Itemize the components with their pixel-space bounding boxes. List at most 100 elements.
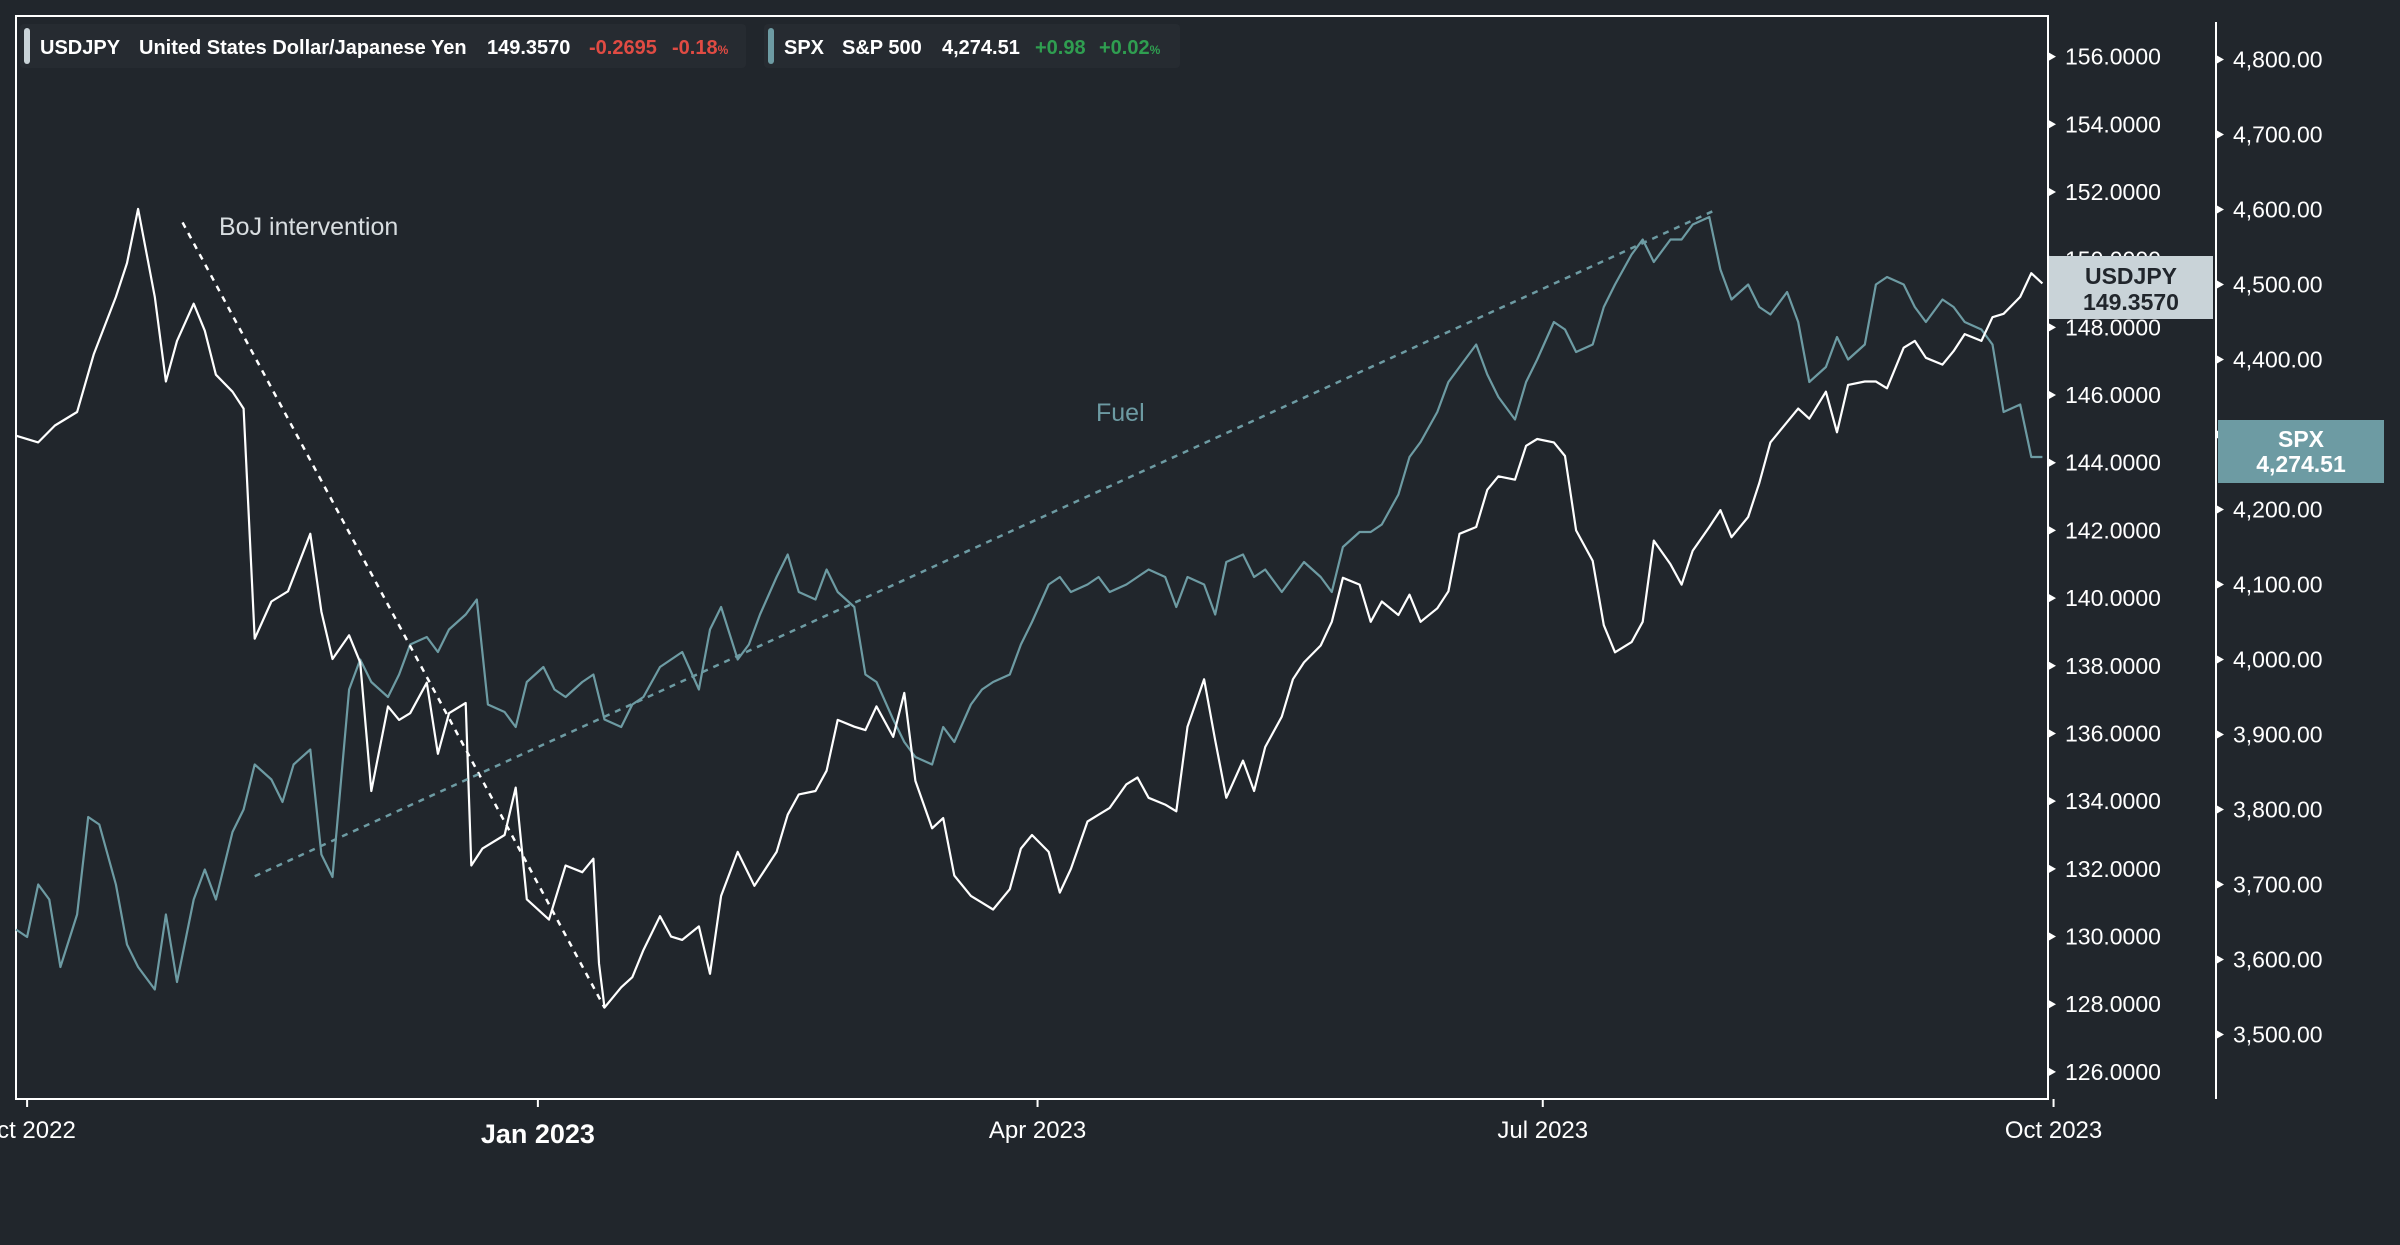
trend-layer (181, 209, 1716, 1009)
spx-tick-mark (2217, 505, 2224, 514)
legend-spx-change-pct: +0.02% (1099, 37, 1161, 59)
legend-spx[interactable]: SPX S&P 500 4,274.51 +0.98 +0.02% (764, 24, 1180, 68)
legend-spx-change: +0.98 (1035, 37, 1086, 59)
spx-tick-mark (2217, 55, 2224, 64)
x-tick-label: Apr 2023 (989, 1117, 1086, 1144)
spx-tick-mark (2217, 880, 2224, 889)
plot-frame (15, 15, 2049, 1100)
annotation-boj-intervention[interactable]: BoJ intervention (219, 213, 398, 241)
spx-tick-mark (2217, 955, 2224, 964)
spx-tick-mark (2217, 355, 2224, 364)
usdjpy-tick-label: 146.0000 (2065, 382, 2161, 408)
price-tag-spx-bg (2218, 420, 2384, 483)
spx-tick-label: 4,000.00 (2233, 647, 2323, 673)
usdjpy-tick-label: 138.0000 (2065, 653, 2161, 679)
spx-tick-label: 4,400.00 (2233, 347, 2323, 373)
usdjpy-tick-label: 144.0000 (2065, 450, 2161, 476)
spx-tick-label: 4,200.00 (2233, 497, 2323, 523)
legend-usdjpy[interactable]: USDJPY United States Dollar/Japanese Yen… (20, 24, 746, 68)
usdjpy-tick-mark (2049, 323, 2056, 332)
legend-usdjpy-symbol: USDJPY (40, 37, 121, 59)
spx-tick-label: 4,500.00 (2233, 272, 2323, 298)
spx-series-line[interactable] (15, 215, 2043, 991)
x-tick-label: Oct 2022 (0, 1117, 76, 1144)
fuel-trendline[interactable] (254, 209, 1716, 878)
spx-tick-label: 3,900.00 (2233, 722, 2323, 748)
spx-tick-mark (2217, 655, 2224, 664)
legend-usdjpy-name: United States Dollar/Japanese Yen (139, 37, 467, 59)
spx-tick-mark (2217, 580, 2224, 589)
spx-tick-label: 4,700.00 (2233, 122, 2323, 148)
usdjpy-tick-mark (2049, 526, 2056, 535)
usdjpy-tick-mark (2049, 120, 2056, 129)
annotation-fuel[interactable]: Fuel (1096, 399, 1145, 427)
usdjpy-tick-label: 132.0000 (2065, 856, 2161, 882)
usdjpy-tick-mark (2049, 1067, 2056, 1076)
spx-tick-label: 3,700.00 (2233, 872, 2323, 898)
price-tag-usdjpy-symbol: USDJPY (2085, 263, 2177, 289)
legend-spx-swatch (768, 28, 774, 64)
legend-usdjpy-change-pct-value: -0.18 (672, 37, 718, 59)
x-tick-label: Oct 2023 (2005, 1117, 2102, 1144)
spx-tick-label: 4,600.00 (2233, 197, 2323, 223)
legend-spx-change-pct-value: +0.02 (1099, 37, 1150, 59)
usdjpy-tick-mark (2049, 932, 2056, 941)
boj-intervention-trendline[interactable] (181, 221, 606, 1009)
usdjpy-tick-mark (2049, 52, 2056, 61)
spx-tick-label: 3,600.00 (2233, 947, 2323, 973)
annotation-fuel-label: Fuel (1096, 399, 1145, 427)
usdjpy-tick-mark (2049, 864, 2056, 873)
usdjpy-tick-label: 128.0000 (2065, 991, 2161, 1017)
legend-usdjpy-pct-suffix: % (718, 43, 729, 57)
usdjpy-tick-mark (2049, 458, 2056, 467)
price-tag-usdjpy-price: 149.3570 (2083, 289, 2179, 315)
price-tag-usdjpy: USDJPY 149.3570 (2049, 256, 2213, 319)
price-tag-usdjpy-bg (2049, 256, 2213, 319)
spx-tick-mark (2217, 280, 2224, 289)
usdjpy-tick-mark (2049, 1000, 2056, 1009)
usdjpy-tick-label: 126.0000 (2065, 1059, 2161, 1085)
legend-spx-name: S&P 500 (842, 37, 922, 59)
x-axis: Oct 2022 Jan 2023 Apr 2023 Jul 2023 Oct 2023 (0, 1099, 2102, 1149)
legend-usdjpy-bg (20, 24, 746, 68)
x-tick-label: Jul 2023 (1497, 1117, 1588, 1144)
spx-tick-mark (2217, 130, 2224, 139)
legend-spx-symbol: SPX (784, 37, 825, 59)
usdjpy-tick-mark (2049, 661, 2056, 670)
usdjpy-tick-mark (2049, 797, 2056, 806)
legend-usdjpy-change-pct: -0.18% (672, 37, 729, 59)
legend-usdjpy-price: 149.3570 (487, 37, 570, 59)
usdjpy-tick-mark (2049, 594, 2056, 603)
usdjpy-price-axis: 126.0000 128.0000 130.0000 132.0000 134.0000… (2049, 44, 2161, 1085)
price-tag-spx-symbol: SPX (2278, 426, 2325, 452)
spx-tick-mark (2217, 205, 2224, 214)
spx-tick-label: 3,500.00 (2233, 1022, 2323, 1048)
x-tick-label: Jan 2023 (481, 1119, 595, 1149)
annotation-boj-intervention-label: BoJ intervention (219, 213, 398, 241)
price-tag-spx-price: 4,274.51 (2256, 451, 2346, 477)
usdjpy-tick-label: 142.0000 (2065, 517, 2161, 543)
usdjpy-tick-mark (2049, 729, 2056, 738)
usdjpy-tick-label: 156.0000 (2065, 44, 2161, 70)
series-layer (15, 207, 2044, 1009)
usdjpy-tick-label: 152.0000 (2065, 179, 2161, 205)
usdjpy-tick-label: 154.0000 (2065, 111, 2161, 137)
usdjpy-tick-label: 130.0000 (2065, 924, 2161, 950)
legend-spx-bg (764, 24, 1180, 68)
spx-tick-label: 4,100.00 (2233, 572, 2323, 598)
spx-tick-mark (2217, 730, 2224, 739)
usdjpy-tick-label: 134.0000 (2065, 788, 2161, 814)
spx-tick-label: 4,800.00 (2233, 47, 2323, 73)
price-tag-spx: SPX 4,274.51 (2218, 420, 2384, 483)
legend-spx-price: 4,274.51 (942, 37, 1020, 59)
usdjpy-tick-label: 136.0000 (2065, 720, 2161, 746)
legend-spx-pct-suffix: % (1150, 43, 1161, 57)
usdjpy-tick-mark (2049, 391, 2056, 400)
legend-usdjpy-swatch (24, 28, 30, 64)
usdjpy-series-line[interactable] (15, 207, 2044, 1009)
legend-usdjpy-change: -0.2695 (589, 37, 657, 59)
spx-tick-mark (2217, 1030, 2224, 1039)
usdjpy-tick-mark (2049, 187, 2056, 196)
spx-tick-label: 3,800.00 (2233, 797, 2323, 823)
